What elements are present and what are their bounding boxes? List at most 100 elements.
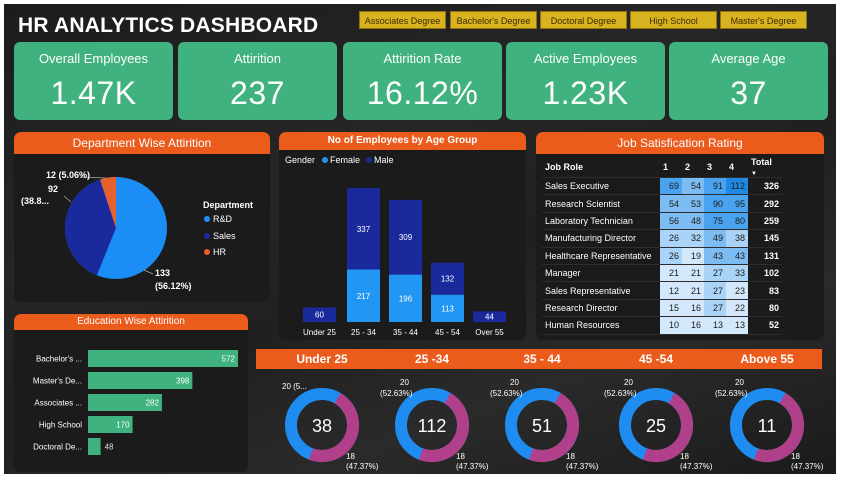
table-row[interactable]: Laboratory Technician 56 48 75 80 259 bbox=[542, 212, 782, 230]
panel-header: Job Satisfication Rating bbox=[536, 132, 824, 154]
edu-value-label-0: 572 bbox=[222, 355, 236, 364]
legend-label-sales[interactable]: Sales bbox=[213, 231, 236, 241]
edu-value-label-1: 398 bbox=[176, 377, 190, 386]
panel-header: Education Wise Attirition bbox=[14, 314, 248, 330]
department-attrition-panel: Department Wise Attirition 12 (5.06%) 92… bbox=[14, 132, 270, 302]
kpi-attrition-rate: Attirition Rate 16.12% bbox=[343, 42, 502, 120]
age-donut-header-1: 25 -34 bbox=[414, 352, 450, 366]
slicer-bachelors-degree[interactable]: Bachelor's Degree bbox=[450, 11, 537, 29]
table-row[interactable]: Research Director 15 16 27 22 80 bbox=[542, 299, 782, 317]
pie-slice-sales[interactable] bbox=[65, 179, 116, 276]
table-row[interactable]: Sales Executive 69 54 91 112 326 bbox=[542, 177, 782, 195]
table-row[interactable]: Sales Representative 12 21 27 23 83 bbox=[542, 281, 782, 300]
role-cell: Healthcare Representative bbox=[542, 247, 660, 265]
table-row[interactable]: Research Scientist 54 53 90 95 292 bbox=[542, 194, 782, 213]
column-header-role[interactable]: Job Role bbox=[545, 162, 584, 172]
rating-1-cell: 12 bbox=[660, 281, 682, 300]
column-header-total[interactable]: Total ▼ bbox=[748, 157, 782, 178]
edu-value-label-2: 282 bbox=[146, 399, 160, 408]
leader-line-sales bbox=[63, 195, 72, 203]
rating-4-cell: 112 bbox=[726, 177, 748, 195]
table-row[interactable]: Manufacturing Director 26 32 49 38 145 bbox=[542, 229, 782, 248]
slicer-associates-degree[interactable]: Associates Degree bbox=[359, 11, 446, 29]
column-header-rating-2[interactable]: 2 bbox=[685, 162, 691, 172]
legend-marker-female bbox=[322, 157, 328, 163]
table-row[interactable]: Manager 21 21 27 33 102 bbox=[542, 264, 782, 282]
rating-2-cell: 16 bbox=[682, 299, 704, 317]
bar-male-0[interactable] bbox=[303, 307, 336, 322]
leader-line-rd bbox=[143, 269, 154, 275]
table-row[interactable]: Healthcare Representative 26 19 43 43 131 bbox=[542, 247, 782, 265]
legend-marker-rd bbox=[204, 216, 210, 222]
edu-bar-3[interactable] bbox=[88, 416, 133, 433]
total-cell: 326 bbox=[763, 181, 779, 192]
legend-label-female[interactable]: Female bbox=[330, 155, 360, 165]
column-header-rating-1[interactable]: 1 bbox=[663, 162, 669, 172]
rating-1-cell: 54 bbox=[660, 194, 682, 213]
edu-bar-2[interactable] bbox=[88, 394, 162, 411]
donut-top-pct-4: (52.63%) bbox=[715, 389, 748, 398]
page-title: HR ANALYTICS DASHBOARD bbox=[18, 14, 319, 37]
total-cell: 80 bbox=[768, 302, 779, 313]
legend-label-male[interactable]: Male bbox=[374, 155, 394, 165]
rating-1-cell: 69 bbox=[660, 177, 682, 195]
kpi-label: Attirition bbox=[234, 51, 281, 66]
age-donut-chart-2: 51 bbox=[505, 388, 579, 462]
kpi-attrition: Attirition 237 bbox=[178, 42, 337, 120]
rating-2-cell: 21 bbox=[682, 264, 704, 282]
bar-male-1[interactable] bbox=[347, 188, 380, 270]
kpi-value: 16.12% bbox=[366, 75, 479, 111]
rating-2-cell: 53 bbox=[682, 194, 704, 213]
bar-male-3[interactable] bbox=[431, 262, 464, 295]
job-satisfaction-table: Job Role 1 2 3 4 Total ▼ Sales Executive 6… bbox=[542, 157, 782, 335]
bar-female-3[interactable] bbox=[431, 294, 464, 322]
x-tick-label-3: 45 - 54 bbox=[435, 328, 460, 337]
x-tick-label-4: Over 55 bbox=[475, 328, 504, 337]
rating-4-cell: 22 bbox=[726, 299, 748, 317]
bar-male-4[interactable] bbox=[473, 311, 506, 322]
rating-2-cell: 32 bbox=[682, 229, 704, 248]
bar-female-1[interactable] bbox=[347, 269, 380, 322]
slicer-doctoral-degree[interactable]: Doctoral Degree bbox=[540, 11, 627, 29]
bar-female-2[interactable] bbox=[389, 274, 422, 322]
rating-4-cell: 38 bbox=[726, 229, 748, 248]
edu-bar-4[interactable] bbox=[88, 438, 101, 455]
age-donut-header-0: Under 25 bbox=[296, 352, 348, 366]
pie-label-hr: 12 (5.06%) bbox=[46, 170, 90, 180]
legend-label-rd[interactable]: R&D bbox=[213, 214, 233, 224]
donut-top-label-1: 20 bbox=[400, 378, 409, 387]
donut-center-value-1: 112 bbox=[418, 416, 447, 436]
rating-3-cell: 91 bbox=[704, 177, 726, 195]
age-donut-header-4: Above 55 bbox=[740, 352, 794, 366]
kpi-label: Attirition Rate bbox=[383, 51, 462, 66]
edu-bar-1[interactable] bbox=[88, 372, 193, 389]
bar-label-female-1: 217 bbox=[357, 292, 371, 301]
bar-male-2[interactable] bbox=[389, 199, 422, 275]
donut-top-pct-2: (52.63%) bbox=[490, 389, 523, 398]
slicer-high-school[interactable]: High School bbox=[630, 11, 717, 29]
slicer-masters-degree[interactable]: Master's Degree bbox=[720, 11, 807, 29]
rating-3-cell: 27 bbox=[704, 299, 726, 317]
age-donut-chart-0: 38 bbox=[285, 388, 359, 462]
table-row[interactable]: Human Resources 10 16 13 13 52 bbox=[542, 316, 782, 335]
rating-1-cell: 15 bbox=[660, 299, 682, 317]
column-header-rating-4[interactable]: 4 bbox=[729, 162, 735, 172]
sort-down-icon[interactable]: ▼ bbox=[751, 171, 757, 177]
column-header-rating-3[interactable]: 3 bbox=[707, 162, 713, 172]
donut-bottom-pct-2: (47.37%) bbox=[566, 462, 599, 471]
total-cell: 145 bbox=[763, 233, 779, 244]
kpi-active-employees: Active Employees 1.23K bbox=[506, 42, 665, 120]
rating-1-cell: 26 bbox=[660, 229, 682, 248]
rating-2-cell: 21 bbox=[682, 281, 704, 300]
role-cell: Sales Representative bbox=[542, 281, 660, 300]
role-cell: Laboratory Technician bbox=[542, 212, 660, 230]
pie-slice-hr[interactable] bbox=[100, 177, 116, 228]
bar-label-female-2: 196 bbox=[399, 294, 413, 303]
edu-category-label-1: Master's De... bbox=[33, 377, 82, 386]
rating-1-cell: 10 bbox=[660, 316, 682, 335]
donut-center-value-0: 38 bbox=[312, 416, 332, 436]
legend-label-hr[interactable]: HR bbox=[213, 247, 226, 257]
age-donut-area: Under 25 38 20 (5... 18 (47.37%) 25 -34 112 20(… bbox=[256, 349, 823, 474]
edu-bar-0[interactable] bbox=[88, 350, 238, 367]
donut-bottom-label-2: 18 bbox=[566, 452, 575, 461]
